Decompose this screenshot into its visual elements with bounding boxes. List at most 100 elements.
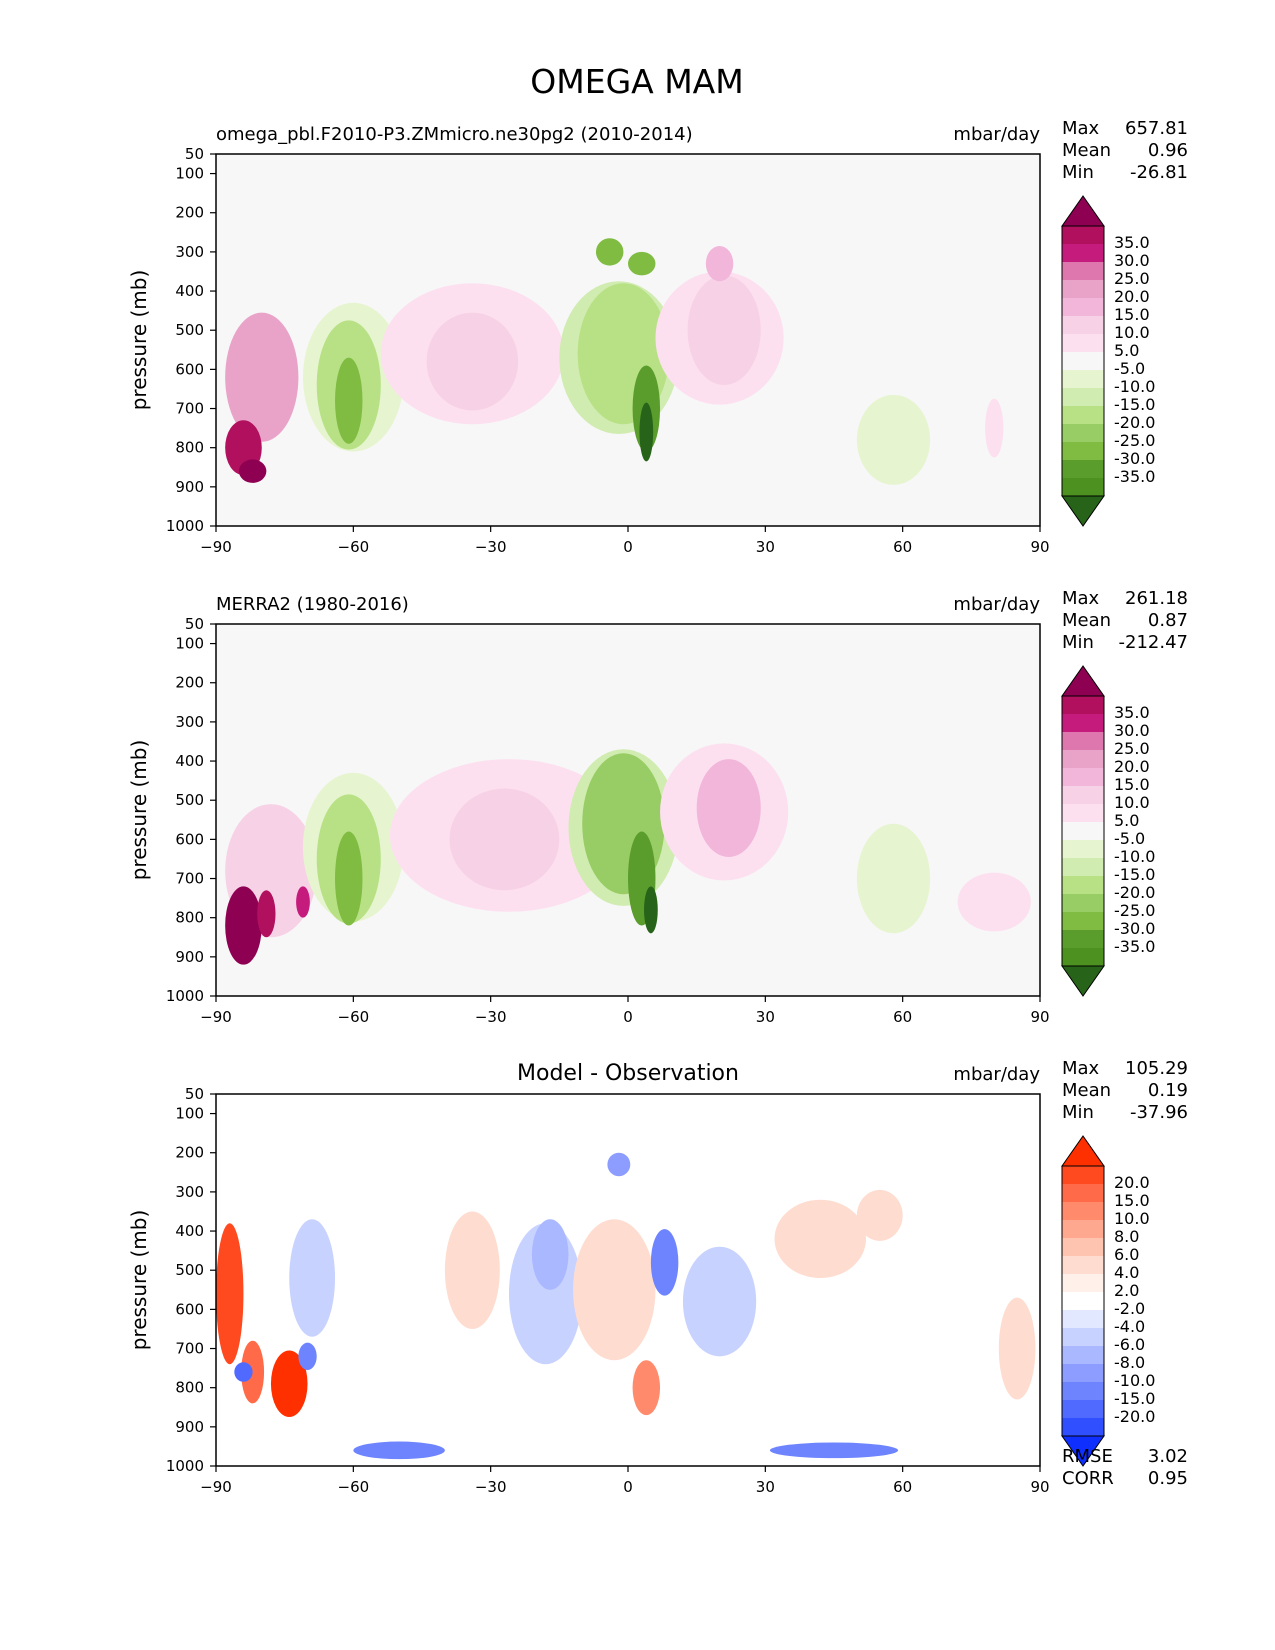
colorbar-frame [1061,225,1105,497]
colorbar: 35.030.025.020.015.010.05.0-5.0-10.0-15.… [1061,195,1155,527]
contour-region [687,275,761,386]
colorbar-swatch [1062,804,1104,822]
y-tick-label: 50 [185,1085,204,1103]
x-tick-label: −60 [338,1008,370,1026]
colorbar-label: 15.0 [1114,305,1150,324]
y-axis-label: pressure (mb) [127,1210,151,1351]
x-tick-label: −60 [338,1478,370,1496]
colorbar-label: -10.0 [1114,847,1155,866]
y-tick-label: 400 [175,752,204,770]
y-tick-label: 900 [175,948,204,966]
x-tick-label: −30 [475,1478,507,1496]
contour-region [644,886,658,934]
contour-region [238,459,267,483]
colorbar-label: -20.0 [1114,1407,1155,1426]
colorbar-swatch [1062,1184,1104,1202]
colorbar-label: 20.0 [1114,287,1150,306]
colorbar-swatch [1062,352,1104,370]
y-axis: 50 100 200 300 400 500 600 700 800 900 1000 [166,1085,216,1475]
colorbar-swatch [1062,696,1104,714]
contour-region [234,1362,253,1382]
y-tick-label: 100 [175,165,204,183]
colorbar-label: 25.0 [1114,739,1150,758]
colorbar-label: -8.0 [1114,1353,1145,1372]
colorbar-label: -15.0 [1114,865,1155,884]
stat-mean-value: 0.96 [1148,140,1188,161]
panel-difference: Model - Observation mbar/day Max 105.29 … [127,1058,1188,1496]
x-tick-label: −90 [200,538,232,556]
contour-region [573,1219,656,1361]
colorbar-swatch [1062,1418,1104,1436]
colorbar-swatch [1062,406,1104,424]
colorbar-label: 5.0 [1114,341,1139,360]
stat-min-value: -212.47 [1119,632,1188,653]
contour-region [650,1229,679,1296]
colorbar-swatch [1062,334,1104,352]
y-tick-label: 1000 [166,1457,204,1475]
colorbar-label: -20.0 [1114,413,1155,432]
colorbar-label: -15.0 [1114,1389,1155,1408]
stat-max-value: 105.29 [1125,1058,1188,1079]
colorbar-swatch [1062,226,1104,244]
x-tick-label: 0 [623,538,633,556]
colorbar-label: 10.0 [1114,1209,1150,1228]
colorbar-label: 15.0 [1114,775,1150,794]
x-tick-label: −60 [338,538,370,556]
colorbar-extend-min [1061,495,1105,527]
y-tick-label: 500 [175,321,204,339]
contour-region [985,398,1004,458]
contour-region [241,1340,265,1404]
colorbar-swatch [1062,912,1104,930]
contour-region [298,1342,317,1371]
stat-mean-label: Mean [1062,610,1111,631]
colorbar-swatch [1062,1166,1104,1184]
contour-region [335,831,363,926]
panel-title-left: MERRA2 (1980-2016) [216,594,409,615]
contour-field [225,743,1031,965]
colorbar-swatch [1062,1256,1104,1274]
colorbar-swatch [1062,894,1104,912]
y-tick-label: 100 [175,635,204,653]
colorbar-swatch [1062,1364,1104,1382]
x-tick-label: 90 [1030,1478,1049,1496]
x-tick-label: 0 [623,1008,633,1026]
colorbar-swatch [1062,714,1104,732]
colorbar-label: 20.0 [1114,1173,1150,1192]
colorbar-swatch [1062,262,1104,280]
y-tick-label: 1000 [166,517,204,535]
contour-region [769,1442,899,1459]
panel-title-left: omega_pbl.F2010-P3.ZMmicro.ne30pg2 (2010… [216,124,693,145]
x-tick-label: −30 [475,1008,507,1026]
contour-region [856,1189,903,1241]
colorbar-swatch [1062,1220,1104,1238]
colorbar-label: -30.0 [1114,919,1155,938]
contour-region [696,759,761,857]
y-axis-label: pressure (mb) [127,740,151,881]
x-tick-label: 60 [893,1478,912,1496]
colorbar-swatch [1062,280,1104,298]
colorbar-swatch [1062,786,1104,804]
contour-region [296,886,310,918]
colorbar-label: 30.0 [1114,251,1150,270]
x-tick-label: 0 [623,1478,633,1496]
colorbar-swatch [1062,370,1104,388]
panel-units: mbar/day [953,1064,1040,1085]
contour-region [705,246,734,282]
colorbar-label: 2.0 [1114,1281,1139,1300]
colorbar-label: -5.0 [1114,829,1145,848]
colorbar: 20.015.010.08.06.04.02.0-2.0-4.0-6.0-8.0… [1061,1135,1155,1467]
stat-max-label: Max [1062,588,1100,609]
x-axis: −90 −60 −30 0 30 60 90 [200,996,1050,1026]
contour-region [595,238,624,266]
stat-max-value: 657.81 [1125,118,1188,139]
x-axis: −90 −60 −30 0 30 60 90 [200,1466,1050,1496]
stat-mean-label: Mean [1062,140,1111,161]
footer-stat-label: CORR [1062,1468,1114,1489]
colorbar-label: 10.0 [1114,323,1150,342]
x-tick-label: −90 [200,1478,232,1496]
x-tick-label: 30 [756,1478,775,1496]
contour-region [257,890,276,938]
y-tick-label: 1000 [166,987,204,1005]
contour-region [353,1441,445,1460]
y-tick-label: 700 [175,870,204,888]
